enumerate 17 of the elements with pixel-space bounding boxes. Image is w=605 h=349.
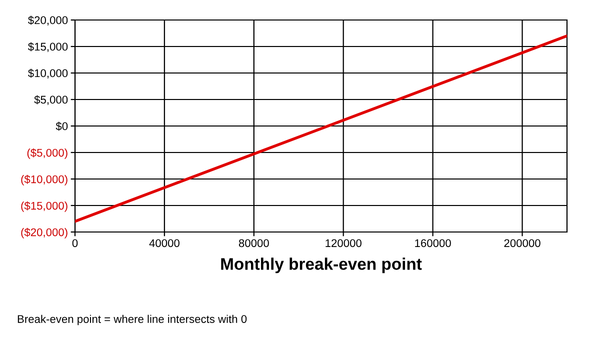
x-tick-label: 120000 (326, 239, 362, 248)
y-tick-label: $20,000 (28, 16, 68, 26)
x-tick-label: 160000 (415, 239, 451, 248)
x-tick-label: 0 (72, 239, 78, 248)
y-tick-label: ($20,000) (21, 228, 68, 238)
x-tick-label: 40000 (149, 239, 180, 248)
y-tick-label: ($5,000) (27, 148, 68, 159)
y-tick-label: ($15,000) (21, 201, 68, 212)
y-tick-label: $10,000 (28, 68, 68, 78)
y-tick-label: $15,000 (28, 42, 68, 52)
y-tick-label: ($10,000) (21, 174, 68, 186)
y-tick-label: $0 (56, 122, 68, 131)
x-axis-title: Monthly break-even point (221, 258, 422, 274)
y-tick-label: $5,000 (34, 95, 68, 105)
x-tick-label: 80000 (238, 239, 269, 248)
text: Break-even point = where line intersects with 0 (18, 314, 247, 326)
x-tick-label: 200000 (504, 239, 540, 248)
